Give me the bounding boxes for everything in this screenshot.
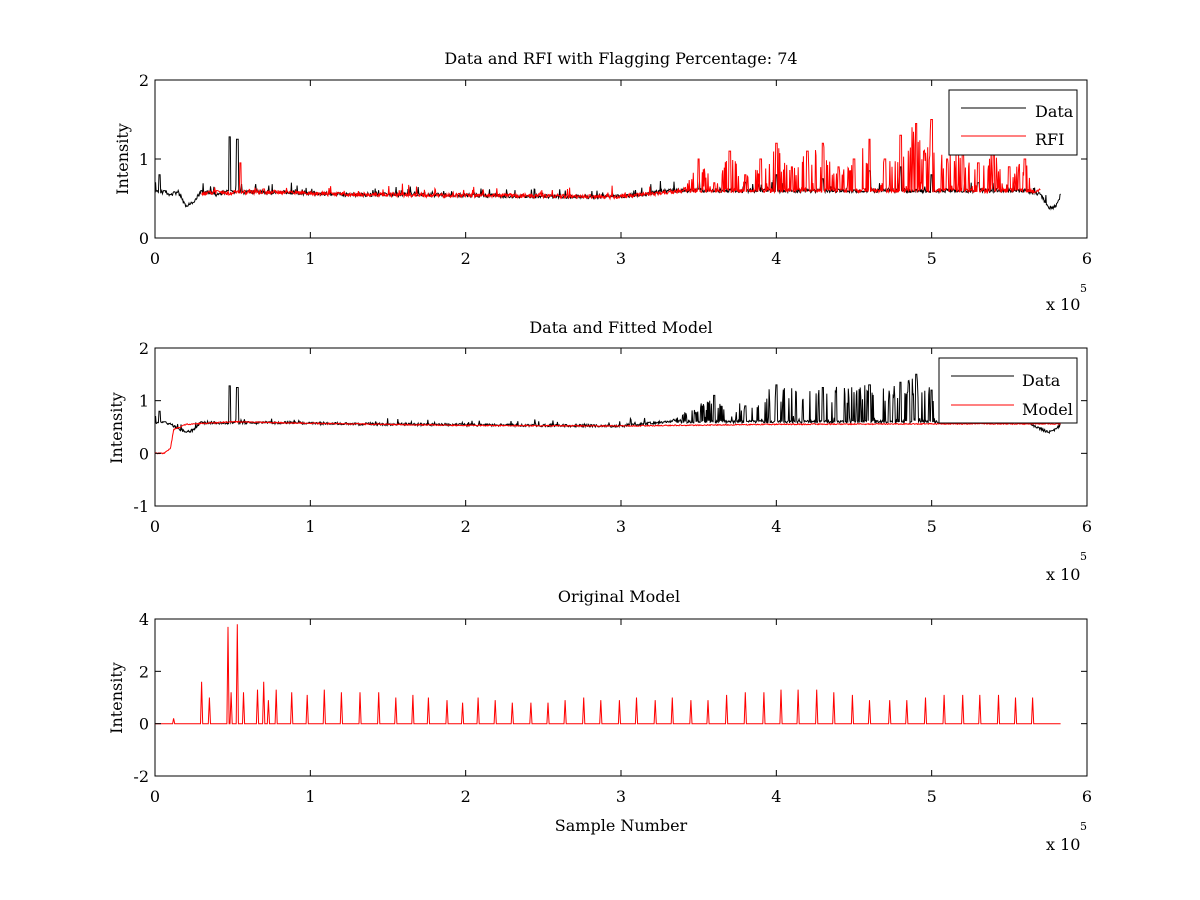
model-series-line	[154, 420, 1061, 455]
panel-3-x-ticks: 0 1 2 3 4 5 6	[150, 619, 1092, 806]
x-tick-label: 0	[150, 787, 160, 806]
panel-1-x-multiplier: x 10 5	[1046, 282, 1087, 314]
panel-1-x-multiplier-exponent: 5	[1080, 282, 1087, 295]
panel-2-x-multiplier-exponent: 5	[1080, 550, 1087, 563]
x-tick-label: 1	[305, 249, 315, 268]
panel-1-legend: Data RFI	[948, 89, 1078, 156]
panel-2-title: Data and Fitted Model	[529, 318, 712, 337]
panel-2-x-multiplier-base: x 10	[1046, 565, 1080, 584]
panel-2-y-label: Intensity	[107, 392, 126, 464]
x-tick-label: 3	[616, 517, 626, 536]
model-series-line	[155, 624, 1061, 725]
legend-data-label: Data	[1022, 371, 1061, 390]
legend-rfi-label: RFI	[1035, 130, 1064, 149]
panel-1-y-label: Intensity	[113, 123, 132, 195]
x-tick-label: 0	[150, 249, 160, 268]
panel-3-plot-area	[155, 624, 1061, 725]
panel-3-title: Original Model	[558, 587, 680, 606]
x-tick-label: 1	[305, 517, 315, 536]
x-tick-label: 5	[927, 249, 937, 268]
x-tick-label: 2	[461, 517, 471, 536]
panel-1-x-ticks: 0 1 2 3 4 5 6	[150, 80, 1092, 268]
panel-2-x-multiplier: x 10 5	[1046, 550, 1087, 584]
x-tick-label: 6	[1082, 249, 1092, 268]
x-tick-label: 2	[461, 787, 471, 806]
panel-3-x-multiplier: x 10 5	[1046, 820, 1087, 854]
x-tick-label: 5	[927, 517, 937, 536]
panel-3-x-multiplier-base: x 10	[1046, 835, 1080, 854]
x-tick-label: 4	[771, 249, 781, 268]
panel-1-plot-area	[155, 119, 1061, 211]
x-tick-label: 4	[771, 787, 781, 806]
y-tick-label: 2	[139, 339, 149, 358]
x-tick-label: 5	[927, 787, 937, 806]
y-tick-label: -2	[133, 767, 149, 786]
x-tick-label: 1	[305, 787, 315, 806]
panel-1-axes-box	[154, 79, 1088, 239]
y-tick-label: 0	[139, 229, 149, 248]
panel-3-x-label: Sample Number	[555, 816, 688, 835]
y-tick-label: 1	[139, 150, 149, 169]
panel-1: Data and RFI with Flagging Percentage: 7…	[113, 49, 1092, 314]
x-tick-label: 3	[616, 249, 626, 268]
x-tick-label: 6	[1082, 517, 1092, 536]
y-tick-label: 1	[139, 392, 149, 411]
x-tick-label: 6	[1082, 787, 1092, 806]
panel-3-y-ticks: -2 0 2 4	[133, 610, 1087, 786]
panel-3-axes-box	[154, 618, 1088, 777]
panel-1-y-ticks: 0 1 2	[139, 71, 1087, 248]
y-tick-label: 2	[139, 71, 149, 90]
panel-1-legend-box	[948, 89, 1078, 156]
y-tick-label: 4	[139, 610, 149, 629]
x-tick-label: 3	[616, 787, 626, 806]
panel-2-x-ticks: 0 1 2 3 4 5 6	[150, 348, 1092, 536]
x-tick-label: 0	[150, 517, 160, 536]
panel-2-legend-box	[938, 357, 1078, 424]
y-tick-label: -1	[133, 497, 149, 516]
panel-3-x-multiplier-exponent: 5	[1080, 820, 1087, 833]
panel-2-plot-area	[154, 373, 1061, 455]
y-tick-label: 2	[139, 662, 149, 681]
legend-model-label: Model	[1022, 400, 1073, 419]
rfi-series-line	[201, 119, 1041, 201]
x-tick-label: 4	[771, 517, 781, 536]
panel-2-y-ticks: -1 0 1 2	[133, 339, 1087, 516]
panel-1-x-multiplier-base: x 10	[1046, 295, 1080, 314]
legend-data-label: Data	[1035, 102, 1074, 121]
y-tick-label: 0	[139, 444, 149, 463]
y-tick-label: 0	[139, 715, 149, 734]
panel-3-y-label: Intensity	[107, 662, 126, 734]
panel-1-title: Data and RFI with Flagging Percentage: 7…	[444, 49, 797, 68]
panel-2-legend: Data Model	[938, 357, 1078, 424]
panel-2-axes-box	[154, 347, 1088, 507]
x-tick-label: 2	[461, 249, 471, 268]
